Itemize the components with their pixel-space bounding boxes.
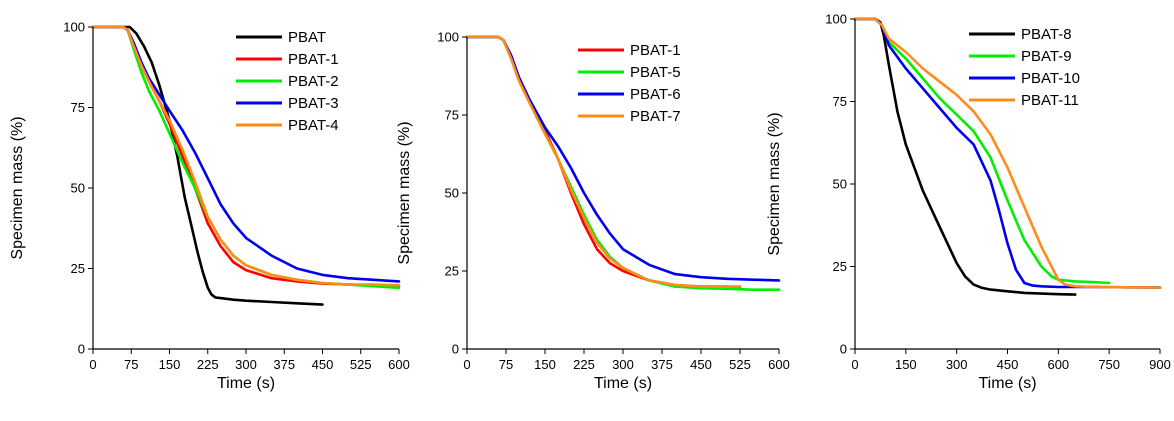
x-axis-title: Time (s) bbox=[978, 375, 1036, 392]
y-tick-label: 100 bbox=[63, 20, 85, 35]
y-axis-title: Specimen mass (%) bbox=[766, 112, 783, 255]
legend-label: PBAT-1 bbox=[288, 51, 339, 68]
x-tick-label: 0 bbox=[851, 357, 858, 372]
x-tick-label: 375 bbox=[273, 357, 295, 372]
x-tick-label: 300 bbox=[946, 357, 968, 372]
x-tick-label: 150 bbox=[159, 357, 181, 372]
legend-label: PBAT-3 bbox=[288, 95, 339, 112]
y-axis-title: Specimen mass (%) bbox=[396, 121, 413, 264]
y-tick-label: 100 bbox=[437, 30, 459, 45]
series-line-pbat-4 bbox=[91, 25, 401, 287]
x-tick-label: 450 bbox=[312, 357, 334, 372]
legend-label: PBAT-11 bbox=[1021, 92, 1079, 109]
legend-label: PBAT-5 bbox=[630, 64, 681, 81]
series-line-pbat-8 bbox=[853, 17, 1077, 296]
legend-label: PBAT-1 bbox=[630, 42, 681, 59]
y-tick-label: 50 bbox=[833, 177, 847, 192]
x-tick-label: 75 bbox=[499, 357, 513, 372]
x-tick-label: 0 bbox=[89, 357, 96, 372]
legend: PBAT-8 PBAT-9 PBAT-10 PBAT-11 bbox=[969, 26, 1080, 109]
legend-label: PBAT-10 bbox=[1021, 70, 1080, 87]
series-line-pbat-5 bbox=[465, 35, 781, 292]
x-tick-label: 150 bbox=[895, 357, 917, 372]
y-tick-label: 0 bbox=[840, 342, 847, 357]
x-tick-label: 525 bbox=[729, 357, 751, 372]
series-line-pbat bbox=[91, 25, 324, 306]
x-tick-label: 450 bbox=[690, 357, 712, 372]
y-tick-label: 25 bbox=[833, 259, 847, 274]
legend-label: PBAT-9 bbox=[1021, 48, 1072, 65]
legend-label: PBAT-6 bbox=[630, 86, 681, 103]
y-axis-title: Specimen mass (%) bbox=[9, 116, 26, 259]
x-tick-label: 900 bbox=[1149, 357, 1171, 372]
y-tick-label: 50 bbox=[445, 186, 459, 201]
x-tick-label: 300 bbox=[235, 357, 257, 372]
chart-panel-1: 0 75 150 225 300 375 450 525 600 0 25 50 75 100 Time (… bbox=[9, 20, 410, 393]
y-tick-label: 25 bbox=[71, 261, 85, 276]
x-axis-title: Time (s) bbox=[594, 375, 652, 392]
x-tick-label: 600 bbox=[1047, 357, 1069, 372]
y-tick-label: 75 bbox=[71, 100, 85, 115]
series-line-pbat-7 bbox=[465, 35, 742, 288]
series-line-pbat-11 bbox=[853, 17, 1162, 289]
y-tick-label: 0 bbox=[452, 342, 459, 357]
legend-label: PBAT-4 bbox=[288, 117, 339, 134]
series-line-pbat-10 bbox=[853, 17, 1162, 289]
legend: PBAT PBAT-1 PBAT-2 PBAT-3 PBAT-4 bbox=[236, 29, 339, 134]
legend-label: PBAT bbox=[288, 29, 326, 46]
legend-label: PBAT-7 bbox=[630, 108, 681, 125]
legend-label: PBAT-2 bbox=[288, 73, 339, 90]
legend-label: PBAT-8 bbox=[1021, 26, 1072, 43]
x-tick-label: 375 bbox=[651, 357, 673, 372]
y-tick-label: 75 bbox=[445, 108, 459, 123]
y-tick-label: 50 bbox=[71, 181, 85, 196]
x-axis-title: Time (s) bbox=[217, 375, 275, 392]
y-tick-label: 75 bbox=[833, 94, 847, 109]
x-tick-label: 600 bbox=[388, 357, 410, 372]
x-tick-label: 150 bbox=[534, 357, 556, 372]
chart-panel-3: 0 150 300 450 600 750 900 0 25 50 75 100 Time (s) Spe… bbox=[766, 12, 1171, 393]
series-line-pbat-2 bbox=[91, 25, 401, 290]
y-tick-label: 100 bbox=[825, 12, 847, 27]
chart-panel-2: 0 75 150 225 300 375 450 525 600 0 25 50 75 100 Time (… bbox=[396, 30, 790, 393]
legend: PBAT-1 PBAT-5 PBAT-6 PBAT-7 bbox=[578, 42, 681, 125]
x-tick-label: 450 bbox=[997, 357, 1019, 372]
y-tick-label: 25 bbox=[445, 264, 459, 279]
x-tick-label: 225 bbox=[573, 357, 595, 372]
x-tick-label: 300 bbox=[612, 357, 634, 372]
x-tick-label: 525 bbox=[350, 357, 372, 372]
x-tick-label: 225 bbox=[197, 357, 219, 372]
x-tick-label: 750 bbox=[1098, 357, 1120, 372]
x-tick-label: 0 bbox=[463, 357, 470, 372]
series-line-pbat-6 bbox=[465, 35, 781, 282]
x-tick-label: 600 bbox=[768, 357, 790, 372]
y-tick-label: 0 bbox=[78, 342, 85, 357]
x-tick-label: 75 bbox=[124, 357, 138, 372]
